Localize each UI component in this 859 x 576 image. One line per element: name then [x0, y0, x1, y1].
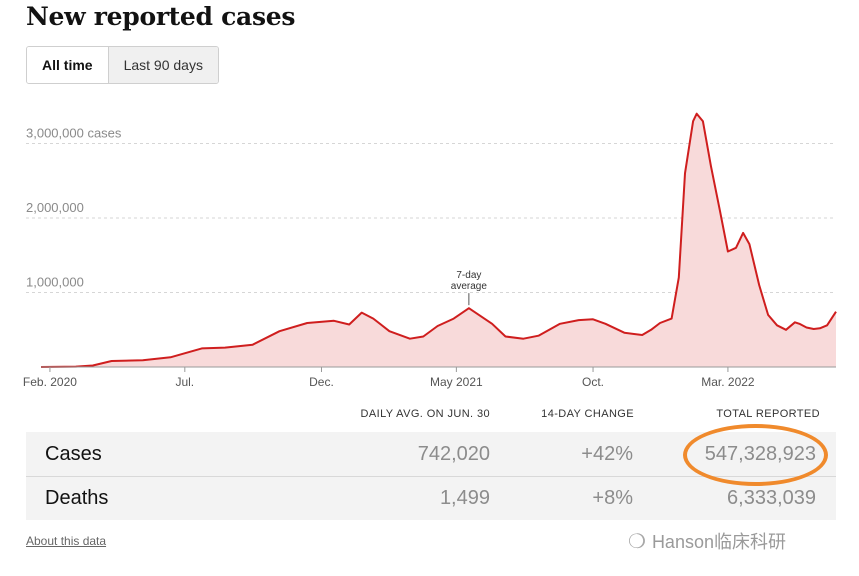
x-tick-label-5: Mar. 2022: [701, 375, 755, 389]
time-range-toggle: All time Last 90 days: [26, 46, 219, 84]
summary-table: Cases 742,020 +42% 547,328,923 Deaths 1,…: [26, 432, 836, 520]
all-time-button[interactable]: All time: [27, 47, 108, 83]
header-total-reported: TOTAL REPORTED: [716, 408, 820, 420]
cases-chart: 1,000,000 2,000,000 3,000,000 cases Feb. 20…: [23, 112, 837, 389]
x-tick-label-4: Oct.: [582, 375, 604, 389]
annotation-line-2: average: [451, 281, 488, 292]
wechat-icon: ❍: [628, 530, 646, 553]
series-line: [40, 112, 837, 368]
x-tick-label-2: Dec.: [309, 375, 334, 389]
total-value: 6,333,039: [727, 487, 816, 509]
annotation-line-1: 7-day: [456, 270, 481, 281]
series-area: [41, 113, 836, 367]
x-tick-label-3: May 2021: [430, 375, 483, 389]
table-row-deaths: Deaths 1,499 +8% 6,333,039: [26, 476, 836, 520]
x-tick-label-1: Jul.: [175, 375, 194, 389]
x-tick-label-0: Feb. 2020: [23, 375, 77, 389]
change-value: +8%: [592, 487, 633, 509]
about-data-link[interactable]: About this data: [26, 534, 107, 548]
change-value: +42%: [581, 442, 633, 465]
header-14-day-change: 14-DAY CHANGE: [541, 408, 634, 420]
daily-avg-value: 1,499: [439, 487, 490, 509]
watermark: ❍ Hanson临床科研: [628, 528, 786, 554]
row-label: Cases: [45, 442, 102, 465]
chart-title: New reported cases: [26, 2, 296, 31]
row-label: Deaths: [45, 487, 109, 509]
y-tick-label-1: 2,000,000: [26, 200, 84, 215]
highlight-ellipse: [683, 424, 828, 486]
y-tick-label-0: 1,000,000: [26, 275, 84, 290]
header-daily-avg: DAILY AVG. ON JUN. 30: [360, 408, 490, 420]
watermark-text: Hanson临床科研: [651, 532, 786, 552]
daily-avg-value: 742,020: [417, 442, 490, 465]
y-tick-label-2: 3,000,000 cases: [26, 126, 122, 141]
last-90-days-button[interactable]: Last 90 days: [107, 47, 218, 83]
